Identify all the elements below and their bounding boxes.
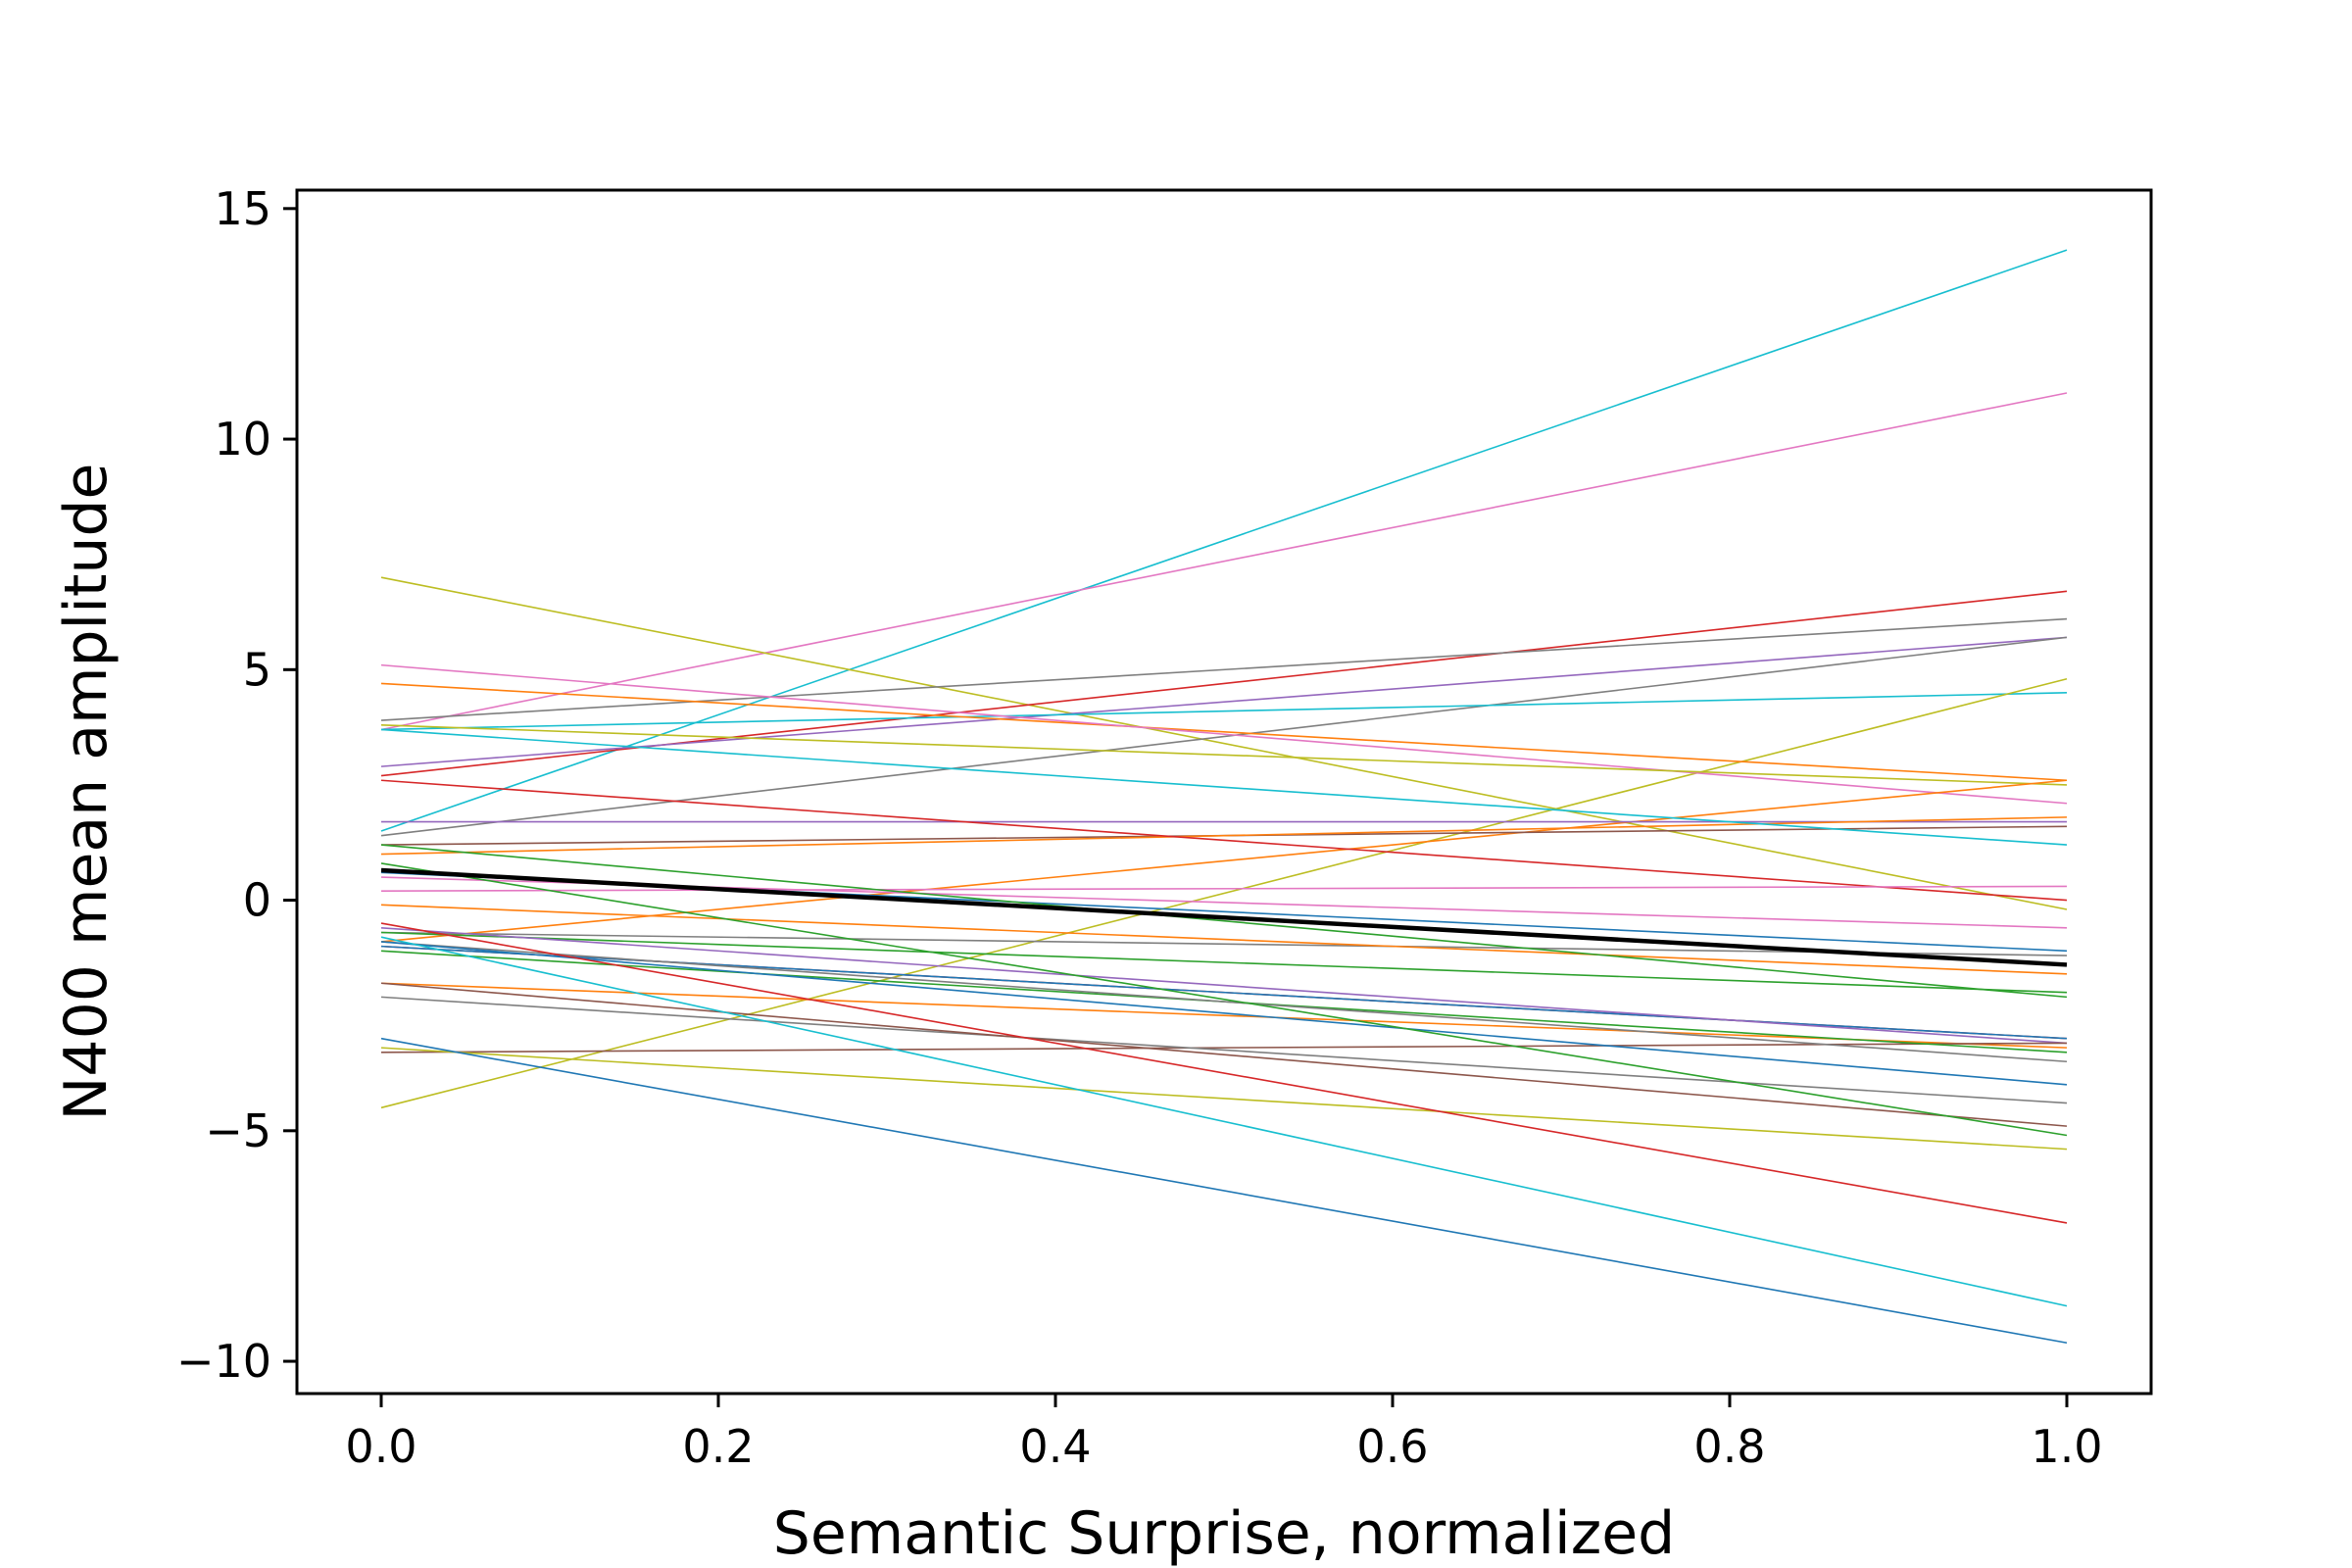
subject-line-32 [380,941,2068,1063]
y-axis: −10 −5 0 5 10 15 [176,182,297,1388]
subject-line-3 [380,576,2068,910]
plot-frame [295,188,2153,1396]
subject-line-17 [380,728,2068,846]
subject-line-10 [380,682,2068,782]
subject-line-38 [380,922,2068,1224]
subject-line-7 [380,636,2068,837]
series-lines [380,249,2068,1345]
x-tick-label: 0.0 [345,1420,416,1473]
subject-line-4 [380,590,2068,777]
x-tick-label: 0.8 [1693,1420,1765,1473]
x-tick-label: 0.2 [682,1420,754,1473]
subject-line-35 [380,982,2068,1127]
y-tick-label: −10 [176,1335,271,1388]
subject-line-22 [380,931,2068,956]
x-tick-label: 0.6 [1356,1420,1428,1473]
subject-line-18 [380,779,2068,902]
subject-line-29 [380,982,2068,1049]
subject-line-6 [380,636,2068,767]
subject-line-16 [380,816,2068,856]
subject-line-9 [380,677,2068,1109]
subject-line-11 [380,663,2068,805]
subject-line-34 [380,996,2068,1104]
y-tick-label: 10 [214,413,271,466]
y-tick-label: 0 [243,874,271,927]
subject-line-5 [380,617,2068,721]
subject-line-39 [380,936,2068,1307]
subject-line-12 [380,723,2068,786]
subject-line-33 [380,941,2068,1086]
subject-line-36 [380,862,2068,1137]
subject-line-30 [380,1042,2068,1054]
subject-line-25 [380,844,2068,999]
mean-fit-line [380,867,2068,967]
y-tick-label: 5 [243,643,271,696]
subject-line-19 [380,885,2068,892]
x-tick-label: 1.0 [2031,1420,2102,1473]
subject-line-40 [380,1037,2068,1345]
y-axis-title: N400 mean amplitude [52,464,121,1121]
subject-line-37 [380,1047,2068,1151]
subject-line-2 [380,392,2068,731]
y-tick-label: −5 [205,1104,271,1157]
x-axis: 0.0 0.2 0.4 0.6 0.8 1.0 [345,1394,2103,1473]
subject-line-24 [380,931,2068,994]
x-tick-label: 0.4 [1019,1420,1091,1473]
subject-line-13 [380,779,2068,943]
subject-line-8 [380,692,2068,731]
x-axis-title: Semantic Surprise, normalized [773,1499,1675,1568]
subject-line-28 [380,926,2068,1045]
subject-line-23 [380,904,2068,975]
y-tick-label: 15 [214,182,271,235]
